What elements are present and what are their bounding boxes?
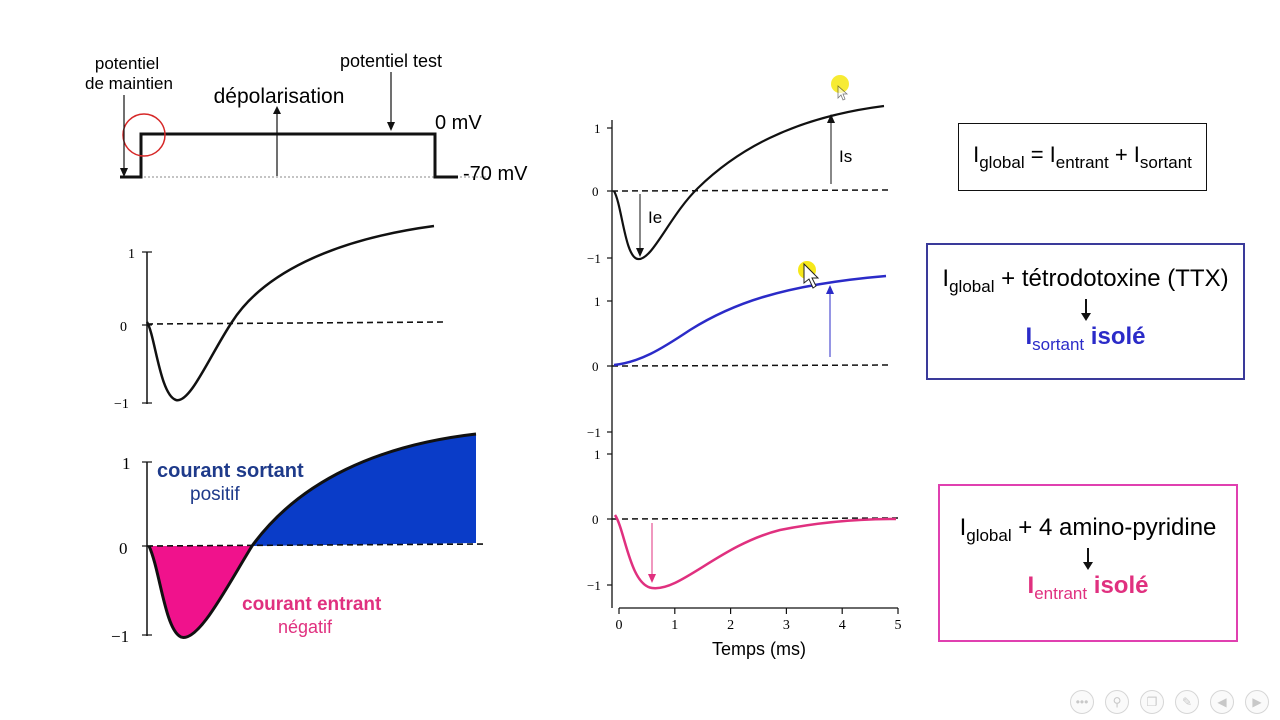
outward-trace: [613, 274, 887, 367]
x-axis-title: Temps (ms): [712, 639, 806, 659]
label-inward-2: négatif: [278, 617, 333, 637]
ie-arrowhead: [636, 248, 644, 257]
copy-icon[interactable]: ❐: [1140, 690, 1164, 714]
y-label-0: 0: [592, 512, 599, 527]
global-trace: [613, 104, 885, 261]
y-label-minus1: −1: [587, 578, 601, 593]
voltage-protocol: potentiel de maintien dépolarisation pot…: [85, 51, 528, 185]
voltage-step-trace: [120, 132, 458, 179]
next-icon[interactable]: ▶: [1245, 690, 1269, 714]
ghost-pointer-icon: [837, 85, 849, 101]
zero-line-dashed: [146, 321, 445, 325]
outward-fill: [252, 434, 476, 546]
label-ie: Ie: [648, 208, 662, 227]
ttx-sub-global: global: [949, 277, 995, 296]
outward-arrowhead: [826, 285, 834, 294]
eq-equals: = I: [1024, 142, 1056, 167]
ttx-sub-sortant: sortant: [1032, 335, 1085, 354]
zero-line-dashed: [611, 189, 893, 192]
cursor-halo-top: [831, 75, 849, 93]
global-current-trace: [145, 224, 435, 402]
pointer-icon: [803, 262, 820, 289]
previous-icon[interactable]: ◀: [1210, 690, 1234, 714]
eq-sub-entrant: entrant: [1055, 153, 1109, 172]
ttx-rest: + tétrodotoxine (TTX): [994, 265, 1229, 292]
label-minus70mv: -70 mV: [463, 163, 528, 185]
y-label-0: 0: [592, 184, 599, 199]
x-tick-label: 0: [616, 618, 623, 633]
ttx-line-2: Isortant isolé: [928, 323, 1243, 355]
zero-line-dashed: [611, 517, 899, 520]
y-label-minus1: −1: [111, 627, 129, 646]
x-tick-label: 4: [839, 618, 846, 633]
inward-trace: [613, 514, 897, 590]
is-arrowhead: [827, 114, 835, 123]
label-outward-1: courant sortant: [157, 460, 304, 482]
label-holding-2: de maintien: [85, 74, 173, 93]
eq-sub-sortant: sortant: [1139, 153, 1192, 172]
zero-line-dashed: [611, 364, 893, 367]
label-test: potentiel test: [340, 51, 442, 71]
x-tick-label: 2: [727, 618, 734, 633]
label-holding-1: potentiel: [95, 54, 159, 73]
box-global-equation: Iglobal = Ientrant + Isortant: [958, 123, 1207, 191]
ap-rest: + 4 amino-pyridine: [1011, 514, 1217, 541]
box-ttx: Iglobal + tétrodotoxine (TTX) Isortant i…: [926, 243, 1245, 380]
label-inward-1: courant entrant: [242, 594, 382, 615]
label-0mv: 0 mV: [435, 112, 482, 134]
components-plot: 1 0 −1 courant sortant positif courant e…: [111, 432, 488, 646]
eq-i: I: [973, 142, 980, 167]
y-label-0: 0: [119, 539, 128, 558]
x-tick-label: 3: [783, 618, 790, 633]
ap-i2: I: [1027, 572, 1035, 599]
y-label-1: 1: [594, 294, 601, 309]
right-plots: 1 0 −1 Ie Is 1 0 −1 1 0 −1 0 1 2 3 4 5: [587, 104, 902, 659]
inward-fill: [149, 546, 252, 638]
zero-line-dashed: [146, 543, 488, 547]
y-label-1: 1: [594, 121, 601, 136]
ap-i: I: [959, 514, 967, 541]
box-4ap: Iglobal + 4 amino-pyridine Ientrant isol…: [938, 484, 1238, 642]
components-outline: [147, 432, 477, 639]
y-label-minus1: −1: [587, 425, 601, 440]
eq-sub-global: global: [979, 153, 1025, 172]
inward-arrowhead: [648, 574, 656, 583]
y-label-minus1: −1: [114, 397, 129, 412]
label-depolarisation: dépolarisation: [214, 85, 345, 108]
ttx-isole: isolé: [1084, 323, 1146, 350]
ttx-i: I: [942, 265, 950, 292]
global-current-plot: 1 0 −1: [114, 224, 445, 412]
holding-arrowhead: [120, 168, 128, 177]
x-tick-label: 1: [671, 618, 678, 633]
x-tick-label: 5: [895, 618, 902, 633]
y-label-minus1: −1: [587, 251, 601, 266]
presentation-toolbar: ••• ⚲ ❐ ✎ ◀ ▶: [1068, 688, 1280, 718]
ap-sub-entrant: entrant: [1034, 584, 1088, 603]
label-outward-2: positif: [190, 484, 240, 505]
pen-icon[interactable]: ✎: [1175, 690, 1199, 714]
y-label-1: 1: [594, 447, 601, 462]
eq-plus: + I: [1108, 142, 1140, 167]
y-label-1: 1: [122, 454, 131, 473]
ap-line-1: Iglobal + 4 amino-pyridine: [940, 514, 1236, 546]
y-label-0: 0: [592, 359, 599, 374]
more-icon[interactable]: •••: [1070, 690, 1094, 714]
label-is: Is: [839, 147, 852, 166]
test-arrowhead: [387, 122, 395, 131]
ap-isole: isolé: [1087, 572, 1149, 599]
y-label-0: 0: [120, 320, 127, 335]
highlight-circle: [122, 113, 166, 157]
depolarisation-arrowhead: [273, 106, 281, 114]
ap-line-2: Ientrant isolé: [940, 572, 1236, 604]
cursor-highlight: [798, 75, 849, 289]
x-ticks: 0 1 2 3 4 5: [616, 608, 902, 633]
ttx-i2: I: [1025, 323, 1033, 350]
y-label-1: 1: [128, 247, 135, 262]
ap-sub-global: global: [966, 526, 1012, 545]
ttx-line-1: Iglobal + tétrodotoxine (TTX): [928, 265, 1243, 297]
zoom-icon[interactable]: ⚲: [1105, 690, 1129, 714]
